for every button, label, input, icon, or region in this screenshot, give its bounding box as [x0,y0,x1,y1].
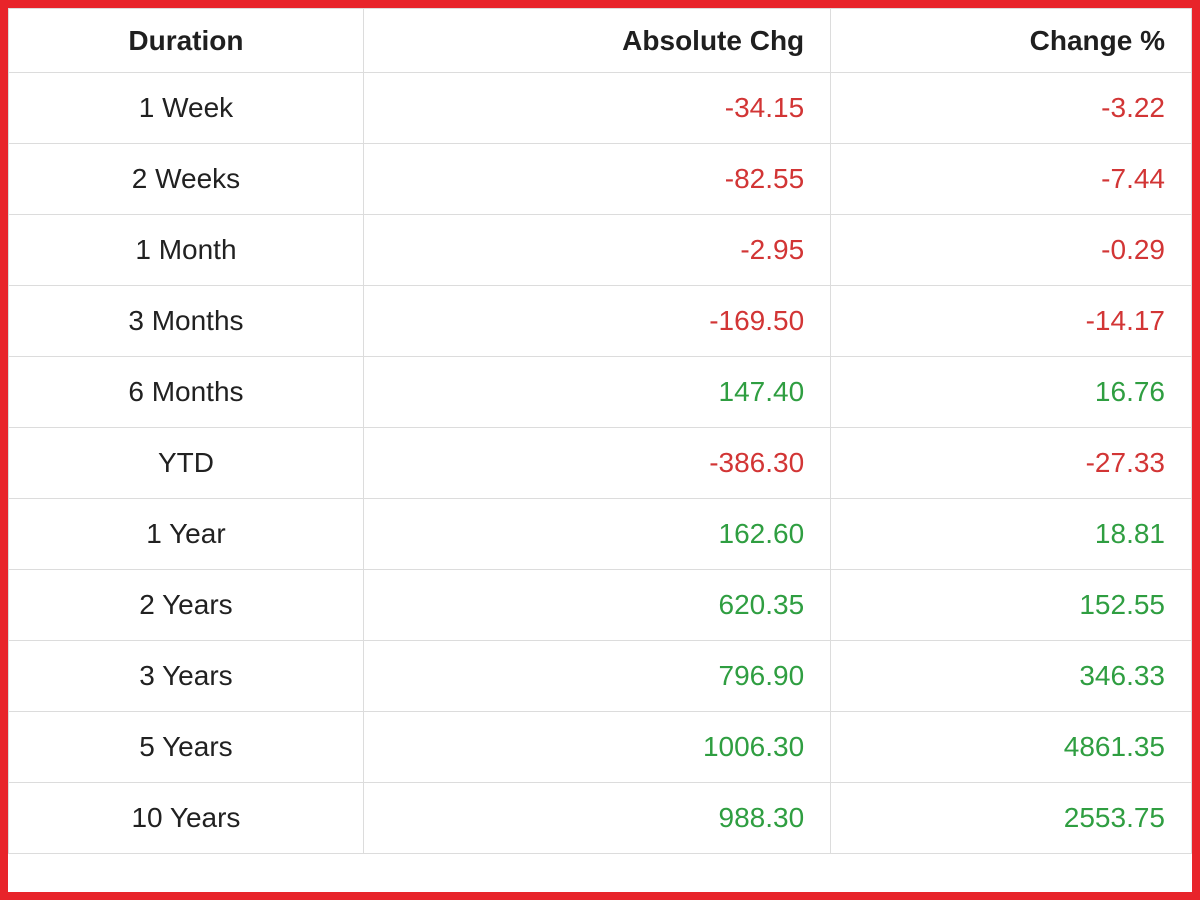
duration-cell: 1 Year [8,498,364,570]
absolute-chg-cell: 162.60 [362,498,832,570]
change-pct-cell: -0.29 [830,214,1192,286]
table-row: 1 Month -2.95 -0.29 [8,214,1192,286]
absolute-chg-cell: -34.15 [362,72,832,144]
duration-cell: 3 Years [8,640,364,712]
performance-table: Duration Absolute Chg Change % 1 Week -3… [8,8,1192,854]
table-row: 3 Years 796.90 346.33 [8,640,1192,712]
column-header-change-pct: Change % [830,8,1192,73]
duration-cell: 6 Months [8,356,364,428]
change-pct-cell: -14.17 [830,285,1192,357]
table-header-row: Duration Absolute Chg Change % [8,8,1192,73]
column-header-absolute-chg: Absolute Chg [362,8,832,73]
duration-cell: 2 Years [8,569,364,641]
absolute-chg-cell: -386.30 [362,427,832,499]
change-pct-cell: -27.33 [830,427,1192,499]
table-row: 3 Months -169.50 -14.17 [8,285,1192,357]
column-header-duration: Duration [8,8,364,73]
duration-cell: 2 Weeks [8,143,364,215]
table-row: 1 Year 162.60 18.81 [8,498,1192,570]
absolute-chg-cell: -82.55 [362,143,832,215]
duration-cell: 5 Years [8,711,364,783]
table-row: 10 Years 988.30 2553.75 [8,782,1192,854]
change-pct-cell: -7.44 [830,143,1192,215]
absolute-chg-cell: 620.35 [362,569,832,641]
table-row: YTD -386.30 -27.33 [8,427,1192,499]
table-row: 2 Weeks -82.55 -7.44 [8,143,1192,215]
change-pct-cell: 4861.35 [830,711,1192,783]
absolute-chg-cell: 1006.30 [362,711,832,783]
table-row: 6 Months 147.40 16.76 [8,356,1192,428]
change-pct-cell: 16.76 [830,356,1192,428]
absolute-chg-cell: 988.30 [362,782,832,854]
absolute-chg-cell: -169.50 [362,285,832,357]
table-row: 1 Week -34.15 -3.22 [8,72,1192,144]
change-pct-cell: 152.55 [830,569,1192,641]
absolute-chg-cell: 796.90 [362,640,832,712]
change-pct-cell: 18.81 [830,498,1192,570]
change-pct-cell: 2553.75 [830,782,1192,854]
duration-cell: 1 Month [8,214,364,286]
table-row: 2 Years 620.35 152.55 [8,569,1192,641]
change-pct-cell: -3.22 [830,72,1192,144]
absolute-chg-cell: 147.40 [362,356,832,428]
change-pct-cell: 346.33 [830,640,1192,712]
table-row: 5 Years 1006.30 4861.35 [8,711,1192,783]
duration-cell: 1 Week [8,72,364,144]
duration-cell: 10 Years [8,782,364,854]
duration-cell: 3 Months [8,285,364,357]
duration-cell: YTD [8,427,364,499]
absolute-chg-cell: -2.95 [362,214,832,286]
